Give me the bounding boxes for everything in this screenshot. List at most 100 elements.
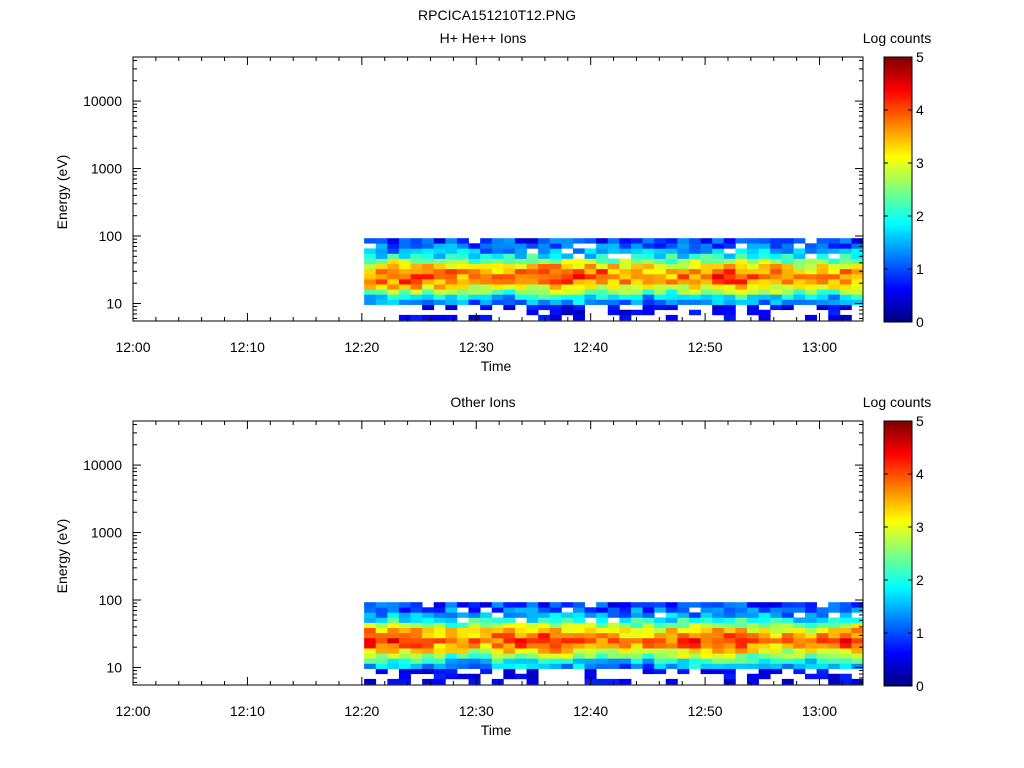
heatmap-cell bbox=[746, 253, 759, 259]
heatmap-cell bbox=[619, 648, 632, 654]
heatmap-cell bbox=[781, 632, 794, 639]
heatmap-cell bbox=[422, 643, 435, 649]
heatmap-cell bbox=[700, 602, 713, 608]
heatmap-cell bbox=[793, 253, 806, 259]
colorbar-segment bbox=[884, 251, 912, 254]
colorbar-segment bbox=[884, 496, 912, 499]
heatmap-cell bbox=[364, 643, 377, 649]
heatmap-cell bbox=[503, 607, 516, 613]
heatmap-cell bbox=[596, 248, 609, 254]
heatmap-cell bbox=[433, 627, 446, 634]
heatmap-cell bbox=[572, 238, 585, 244]
colorbar-segment bbox=[884, 591, 912, 594]
heatmap-cell bbox=[503, 263, 516, 270]
heatmap-cell bbox=[596, 258, 609, 265]
heatmap-cell bbox=[723, 602, 736, 608]
heatmap-cell bbox=[839, 304, 852, 311]
heatmap-cell bbox=[828, 289, 841, 295]
colorbar-segment bbox=[884, 253, 912, 257]
heatmap-cell bbox=[770, 299, 783, 305]
heatmap-cell bbox=[572, 263, 585, 270]
colorbar-segment bbox=[884, 615, 912, 618]
heatmap-cell bbox=[723, 309, 736, 316]
heatmap-cell bbox=[642, 648, 655, 654]
heatmap-cell bbox=[364, 632, 377, 639]
heatmap-cell bbox=[746, 632, 759, 639]
heatmap-cell bbox=[607, 273, 620, 280]
heatmap-cell bbox=[549, 637, 562, 644]
heatmap-cell bbox=[758, 607, 771, 613]
heatmap-cell bbox=[596, 299, 609, 305]
heatmap-cell bbox=[746, 612, 759, 618]
heatmap-cell bbox=[607, 648, 620, 654]
colorbar-segment bbox=[884, 487, 912, 490]
heatmap-cell bbox=[480, 294, 493, 300]
heatmap-cell bbox=[398, 299, 411, 305]
colorbar-segment bbox=[884, 156, 912, 159]
heatmap-cell bbox=[549, 268, 562, 275]
heatmap-cell bbox=[398, 653, 411, 659]
heatmap-cell bbox=[387, 643, 400, 649]
colorbar-segment bbox=[884, 522, 912, 526]
colorbar-segment bbox=[884, 127, 912, 131]
colorbar-segment bbox=[884, 425, 912, 429]
colorbar-segment bbox=[884, 458, 912, 462]
colorbar-segment bbox=[884, 158, 912, 162]
heatmap-cell bbox=[828, 299, 841, 305]
heatmap-cell bbox=[607, 299, 620, 305]
heatmap-cell bbox=[688, 258, 701, 265]
heatmap-cell bbox=[770, 622, 783, 629]
colorbar-segment bbox=[884, 240, 912, 243]
heatmap-cell bbox=[700, 637, 713, 644]
heatmap-cell bbox=[375, 637, 388, 644]
colorbar-segment bbox=[884, 308, 912, 312]
heatmap-cell bbox=[445, 663, 458, 669]
heatmap-cell bbox=[700, 284, 713, 290]
heatmap-cell bbox=[572, 622, 585, 629]
heatmap-cell bbox=[538, 268, 551, 275]
heatmap-cell bbox=[758, 309, 771, 316]
heatmap-cell bbox=[770, 648, 783, 654]
heatmap-cell bbox=[688, 663, 701, 669]
colorbar-segment bbox=[884, 480, 912, 484]
heatmap-cell bbox=[480, 304, 493, 311]
colorbar-segment bbox=[884, 174, 912, 177]
colorbar: 0 1 2 3 4 5 Log counts bbox=[863, 394, 932, 694]
heatmap-cell bbox=[677, 243, 690, 249]
heatmap-cell bbox=[677, 263, 690, 270]
heatmap-cell bbox=[549, 304, 562, 311]
heatmap-cell bbox=[828, 258, 841, 265]
heatmap-cell bbox=[398, 663, 411, 669]
heatmap-cell bbox=[758, 668, 771, 675]
heatmap-cell bbox=[398, 607, 411, 613]
heatmap-cell bbox=[433, 607, 446, 613]
heatmap-cell bbox=[410, 622, 423, 629]
heatmap-cell bbox=[804, 632, 817, 639]
heatmap-cell bbox=[804, 248, 817, 254]
heatmap-cell bbox=[584, 643, 597, 649]
heatmap-cell bbox=[398, 284, 411, 290]
heatmap-cell bbox=[445, 253, 458, 259]
heatmap-cell bbox=[410, 607, 423, 613]
heatmap-cell bbox=[804, 617, 817, 623]
colorbar-segment bbox=[884, 198, 912, 201]
heatmap-cell bbox=[781, 243, 794, 249]
colorbar-segment bbox=[884, 502, 912, 506]
heatmap-cell bbox=[538, 299, 551, 305]
heatmap-cell bbox=[677, 643, 690, 649]
heatmap-cell bbox=[549, 663, 562, 669]
heatmap-cell bbox=[456, 602, 469, 608]
heatmap-cell bbox=[793, 279, 806, 285]
heatmap-cell bbox=[700, 622, 713, 629]
colorbar-segment bbox=[884, 310, 912, 314]
heatmap-cell bbox=[828, 263, 841, 270]
heatmap-cell bbox=[584, 258, 597, 265]
heatmap-cell bbox=[410, 279, 423, 285]
heatmap-cell bbox=[607, 637, 620, 644]
heatmap-cell bbox=[387, 263, 400, 270]
heatmap-cell bbox=[712, 258, 725, 265]
colorbar-segment bbox=[884, 513, 912, 517]
colorbar-segment bbox=[884, 90, 912, 93]
heatmap-cell bbox=[688, 299, 701, 305]
colorbar-segment bbox=[884, 191, 912, 195]
